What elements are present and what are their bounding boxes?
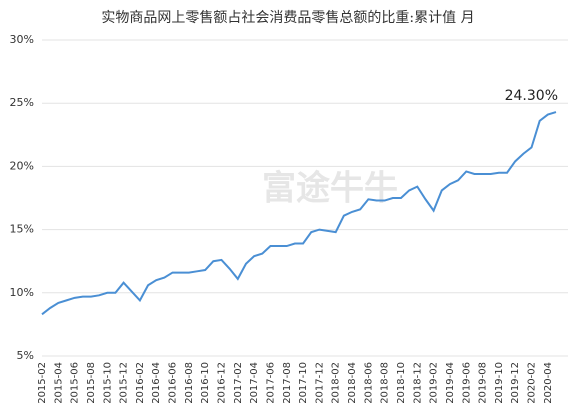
x-tick-label: 2017-12 [314, 362, 325, 403]
x-tick-label: 2018-12 [412, 362, 423, 403]
x-tick-label: 2018-10 [396, 362, 407, 403]
x-tick-label: 2016-12 [216, 362, 227, 403]
x-tick-label: 2018-06 [363, 362, 374, 403]
x-tick-label: 2015-02 [37, 362, 48, 403]
x-tick-label: 2018-08 [380, 362, 391, 403]
watermark: 富途牛牛 [262, 169, 398, 209]
x-tick-label: 2017-02 [233, 362, 244, 403]
x-tick-label: 2018-02 [331, 362, 342, 403]
x-tick-label: 2018-04 [347, 362, 358, 403]
x-tick-label: 2015-04 [53, 362, 64, 403]
x-tick-label: 2017-04 [249, 362, 260, 403]
y-tick-label: 30% [10, 33, 34, 46]
x-tick-label: 2016-10 [200, 362, 211, 403]
x-tick-label: 2019-04 [445, 362, 456, 403]
x-tick-label: 2015-10 [102, 362, 113, 403]
x-tick-label: 2016-04 [151, 362, 162, 403]
x-tick-label: 2016-08 [184, 362, 195, 403]
x-tick-label: 2016-06 [168, 362, 179, 403]
x-tick-label: 2015-06 [70, 362, 81, 403]
x-tick-label: 2019-08 [478, 362, 489, 403]
x-tick-label: 2019-10 [494, 362, 505, 403]
x-tick-label: 2016-02 [135, 362, 146, 403]
x-tick-label: 2017-10 [298, 362, 309, 403]
x-tick-label: 2017-08 [282, 362, 293, 403]
x-tick-label: 2019-06 [461, 362, 472, 403]
x-tick-label: 2020-02 [527, 362, 538, 403]
value-label: 24.30% [505, 88, 558, 104]
chart-title: 实物商品网上零售额占社会消费品零售总额的比重:累计值 月 [101, 10, 474, 26]
x-tick-label: 2020-04 [543, 362, 554, 403]
y-tick-label: 5% [17, 349, 34, 362]
line [41, 111, 557, 316]
x-tick-label: 2015-12 [119, 362, 130, 403]
y-tick-label: 20% [10, 159, 34, 172]
x-tick-label: 2015-08 [86, 362, 97, 403]
y-tick-label: 25% [10, 96, 34, 109]
y-tick-label: 10% [10, 286, 34, 299]
x-tick-label: 2019-02 [429, 362, 440, 403]
x-tick-label: 2019-12 [510, 362, 521, 403]
x-tick-label: 2017-06 [265, 362, 276, 403]
y-tick-label: 15% [10, 223, 34, 236]
